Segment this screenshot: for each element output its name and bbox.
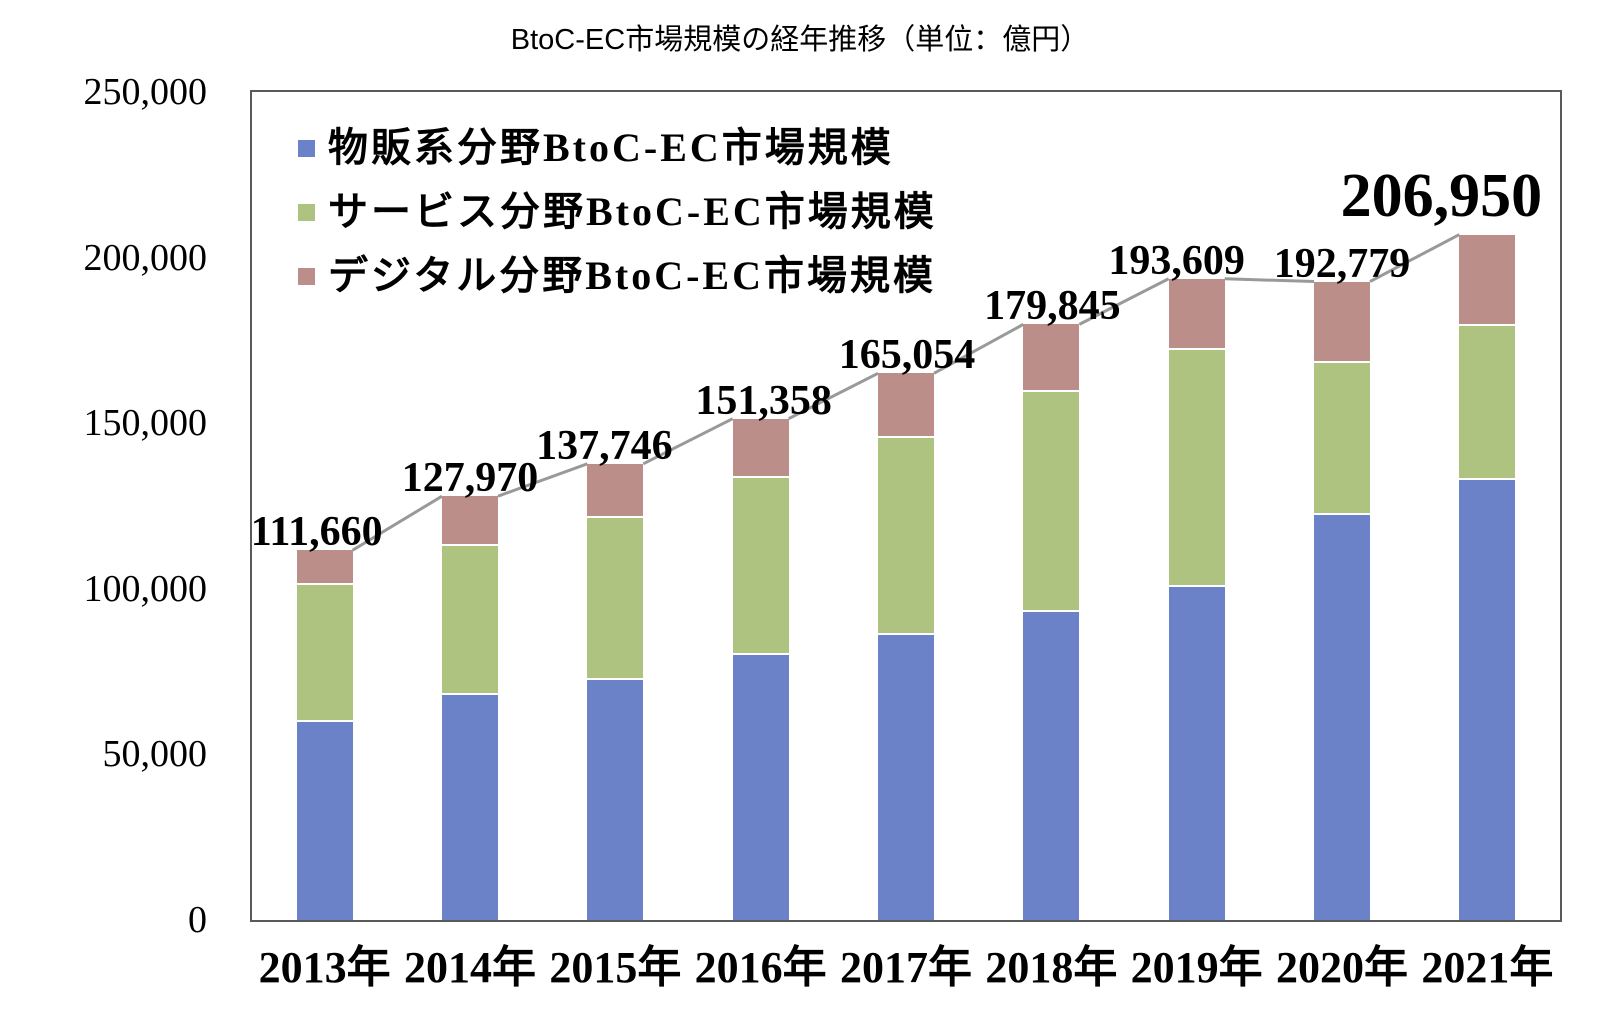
bar-segment [1459, 326, 1516, 480]
x-axis-label: 2020年 [1276, 943, 1408, 992]
bar-segment [1023, 391, 1080, 612]
bar-segment [1459, 479, 1516, 920]
y-axis-tick-label: 250,000 [83, 71, 208, 113]
total-label: 179,845 [984, 283, 1121, 330]
total-label: 111,660 [250, 509, 383, 556]
bar-segment [732, 418, 789, 478]
total-label: 165,054 [838, 332, 976, 379]
bar-segment [296, 585, 353, 722]
legend-item: デジタル分野BtoC-EC市場規模 [298, 256, 937, 296]
y-axis-tick-label: 200,000 [83, 236, 208, 279]
bar-segment [1314, 514, 1370, 920]
x-axis-label: 2015年 [549, 943, 682, 992]
legend-item: サービス分野BtoC-EC市場規模 [298, 192, 937, 232]
total-label: 193,609 [1108, 237, 1245, 284]
bar-segment [878, 437, 934, 636]
total-label: 151,358 [695, 377, 832, 424]
bar-segment [1459, 234, 1516, 327]
y-axis-tick-label: 100,000 [83, 567, 208, 610]
bar-segment [732, 477, 789, 655]
bar-segment [296, 721, 353, 920]
bar-segment [878, 373, 934, 438]
legend: 物販系分野BtoC-EC市場規模 サービス分野BtoC-EC市場規模 デジタル分野B… [298, 128, 937, 320]
legend-swatch-icon [298, 203, 315, 221]
legend-label: 物販系分野BtoC-EC市場規模 [328, 125, 894, 170]
bar-segment [587, 463, 644, 518]
bar-segment [442, 694, 498, 920]
legend-label: デジタル分野BtoC-EC市場規模 [328, 253, 936, 298]
total-label: 206,950 [1340, 161, 1543, 230]
bar-segment [442, 546, 498, 695]
bar-segment [1314, 281, 1370, 364]
total-label: 127,970 [401, 455, 539, 502]
bar-segment [1168, 349, 1225, 588]
legend-item: 物販系分野BtoC-EC市場規模 [298, 128, 937, 168]
bar-segment [1023, 612, 1080, 920]
x-axis-label: 2017年 [840, 943, 972, 992]
plot-area [250, 90, 1562, 922]
x-axis-label: 2014年 [404, 943, 536, 992]
bar-segment [1168, 278, 1225, 350]
y-axis-tick-label: 150,000 [83, 402, 208, 445]
total-label: 137,746 [536, 422, 673, 469]
bar-segment [442, 496, 498, 547]
legend-swatch-icon [298, 139, 315, 157]
x-axis-label: 2021年 [1421, 943, 1554, 992]
x-axis-label: 2016年 [694, 943, 827, 992]
bar-segment [1023, 324, 1080, 392]
bar-segment [1168, 587, 1225, 920]
bar-segment [878, 635, 934, 920]
bar-segment [732, 654, 789, 920]
legend-swatch-icon [298, 267, 315, 285]
x-axis-label: 2013年 [258, 943, 391, 992]
bar-segment [587, 680, 644, 920]
x-axis-label: 2019年 [1130, 943, 1263, 992]
total-label: 192,779 [1273, 240, 1411, 287]
bar-segment [296, 550, 353, 585]
legend-label: サービス分野BtoC-EC市場規模 [328, 189, 937, 234]
bar-segment [587, 517, 644, 681]
chart-title: BtoC-EC市場規模の経年推移（単位：億円） [510, 24, 1090, 56]
y-axis-tick-label: 50,000 [102, 733, 208, 776]
bar-segment [1314, 363, 1370, 515]
y-axis-tick-label: 0 [188, 899, 207, 941]
x-axis-label: 2018年 [985, 943, 1118, 992]
